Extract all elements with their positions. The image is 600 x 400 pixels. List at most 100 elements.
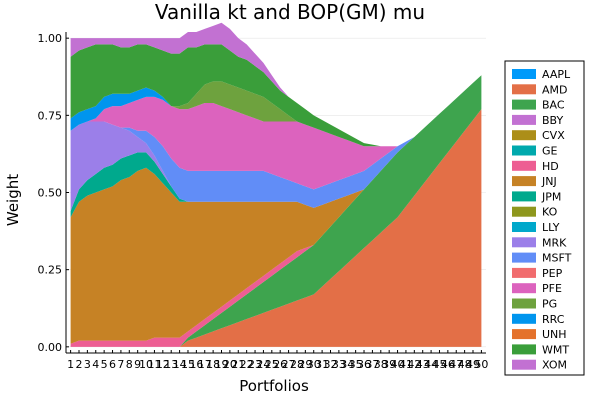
x-tick-label: 43 — [416, 358, 430, 371]
legend-label-jpm: JPM — [541, 190, 561, 203]
legend-label-pep: PEP — [542, 267, 563, 280]
legend-label-bac: BAC — [542, 99, 565, 112]
y-tick-label: 1.00 — [38, 32, 63, 45]
area-pfe — [70, 75, 482, 190]
x-tick-label: 26 — [273, 358, 287, 371]
x-tick-label: 40 — [391, 358, 405, 371]
x-tick-label: 46 — [441, 358, 455, 371]
area-amd — [70, 109, 482, 347]
area-series-group — [70, 22, 482, 347]
x-tick-label: 34 — [340, 358, 354, 371]
x-tick-label: 21 — [231, 358, 245, 371]
x-tick-label: 25 — [265, 358, 279, 371]
legend-label-cvx: CVX — [542, 129, 565, 142]
legend-swatch-xom — [512, 359, 536, 370]
x-tick-label: 24 — [256, 358, 270, 371]
x-tick-label: 6 — [109, 358, 116, 371]
x-axis-label: Portfolios — [239, 377, 309, 395]
y-tick-label: 0.75 — [38, 109, 63, 122]
x-tick-label: 42 — [407, 358, 421, 371]
legend-swatch-bby — [512, 114, 536, 125]
x-tick-label: 20 — [223, 358, 237, 371]
x-tick-label: 13 — [164, 358, 178, 371]
x-tick-label: 29 — [298, 358, 312, 371]
x-tick-label: 1 — [67, 358, 74, 371]
x-tick-label: 44 — [424, 358, 438, 371]
legend-swatch-wmt — [512, 344, 536, 355]
x-tick-label: 9 — [134, 358, 141, 371]
area-pg — [70, 75, 482, 147]
x-tick-label: 32 — [323, 358, 337, 371]
area-jnj — [70, 75, 482, 344]
x-tick-label: 7 — [117, 358, 124, 371]
x-tick-label: 19 — [215, 358, 229, 371]
legend-swatch-aapl — [512, 69, 536, 79]
x-tick-labels: 1 2 3 4 5 6 7 8 91011121314151617181920212223242… — [67, 350, 488, 371]
legend-label-amd: AMD — [542, 83, 568, 96]
chart-title: Vanilla kt and BOP(GM) mu — [155, 0, 425, 24]
legend-label-hd: HD — [542, 160, 559, 173]
legend-label-xom: XOM — [542, 359, 567, 372]
x-tick-label: 11 — [147, 358, 161, 371]
legend-label-bby: BBY — [542, 114, 563, 127]
legend-swatch-hd — [512, 160, 536, 171]
y-tick-label: 0.50 — [38, 187, 63, 200]
legend-label-msft: MSFT — [542, 252, 572, 265]
area-wmt — [70, 44, 482, 147]
legend-swatch-jpm — [512, 191, 536, 202]
x-tick-label: 2 — [75, 358, 82, 371]
legend-swatch-ko — [512, 206, 536, 217]
x-tick-label: 31 — [315, 358, 329, 371]
y-axis-label: Weight — [4, 174, 22, 226]
legend-swatch-bac — [512, 99, 536, 110]
x-tick-label: 39 — [382, 358, 396, 371]
x-tick-label: 8 — [126, 358, 133, 371]
legend: AAPL AMD BAC BBY CVX GE HD JNJ JPM KO LLY MRK MSFT PE… — [504, 60, 585, 376]
legend-label-mrk: MRK — [542, 236, 567, 249]
y-tick-labels: 0.00 0.25 0.50 0.75 1.00 — [38, 32, 69, 354]
x-tick-label: 36 — [357, 358, 371, 371]
area-xom — [70, 22, 482, 147]
x-tick-label: 3 — [84, 358, 91, 371]
legend-swatch-pg — [512, 298, 536, 309]
legend-swatch-jnj — [512, 176, 536, 187]
x-tick-label: 5 — [101, 358, 108, 371]
y-tick-label: 0.25 — [38, 264, 63, 277]
x-tick-label: 47 — [449, 358, 463, 371]
legend-swatch-pep — [512, 267, 536, 278]
x-tick-label: 35 — [349, 358, 363, 371]
legend-label-ge: GE — [542, 145, 558, 158]
x-tick-label: 23 — [248, 358, 262, 371]
legend-label-rrc: RRC — [542, 313, 565, 326]
legend-label-ko: KO — [542, 206, 558, 219]
x-tick-label: 4 — [92, 358, 99, 371]
x-tick-label: 33 — [332, 358, 346, 371]
area-bac — [70, 75, 482, 347]
x-tick-label: 49 — [466, 358, 480, 371]
legend-label-jnj: JNJ — [541, 175, 557, 188]
legend-swatch-unh — [512, 329, 536, 340]
x-tick-label: 37 — [365, 358, 379, 371]
legend-label-aapl: AAPL — [542, 68, 571, 81]
legend-swatch-lly — [512, 222, 536, 232]
x-tick-label: 30 — [307, 358, 321, 371]
x-tick-label: 12 — [156, 358, 170, 371]
x-tick-label: 14 — [173, 358, 187, 371]
legend-label-unh: UNH — [542, 328, 567, 341]
legend-swatch-pfe — [512, 283, 536, 294]
legend-label-wmt: WMT — [542, 343, 569, 356]
x-tick-label: 22 — [240, 358, 254, 371]
x-tick-label: 45 — [432, 358, 446, 371]
x-tick-label: 27 — [282, 358, 296, 371]
x-tick-label: 10 — [139, 358, 153, 371]
x-tick-label: 15 — [181, 358, 195, 371]
legend-swatch-cvx — [512, 130, 536, 141]
area-msft — [70, 75, 482, 208]
x-tick-label: 41 — [399, 358, 413, 371]
x-tick-label: 48 — [458, 358, 472, 371]
legend-swatch-amd — [512, 84, 536, 95]
legend-swatch-mrk — [512, 237, 536, 248]
x-tick-label: 17 — [198, 358, 212, 371]
legend-label-pg: PG — [542, 298, 557, 311]
